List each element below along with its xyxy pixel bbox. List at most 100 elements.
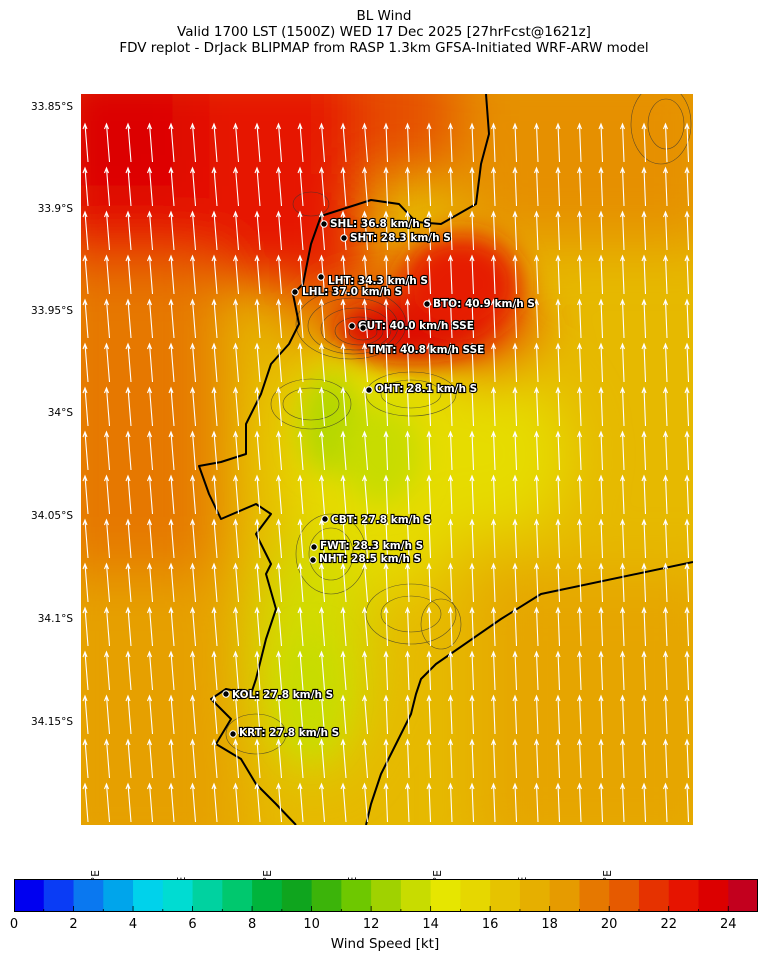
wind-arrow: [146, 518, 154, 559]
wind-arrow: [211, 694, 218, 735]
wind-arrow: [447, 430, 454, 471]
wind-arrow: [103, 694, 111, 735]
wind-arrow: [232, 298, 240, 339]
wind-arrow: [469, 518, 475, 559]
wind-arrow: [189, 210, 197, 251]
wind-arrow: [232, 254, 240, 295]
wind-arrow: [512, 210, 518, 251]
wind-arrow: [426, 562, 432, 603]
wind-arrow: [447, 562, 454, 603]
wind-arrow: [189, 430, 197, 471]
wind-arrow: [684, 298, 690, 339]
wind-arrow: [662, 562, 669, 603]
wind-arrow: [447, 782, 454, 823]
wind-arrow: [662, 738, 669, 779]
wind-arrow: [146, 386, 154, 427]
station-label-krt: KRT: 27.8 km/h S: [239, 727, 339, 739]
station-label-sht: SHT: 28.3 km/h S: [350, 232, 451, 244]
wind-arrow: [125, 342, 132, 383]
wind-arrow: [361, 474, 369, 515]
wind-arrow: [340, 782, 347, 823]
wind-arrow: [576, 650, 583, 691]
wind-arrow: [146, 298, 154, 339]
wind-arrow: [533, 122, 540, 163]
wind-arrow: [211, 166, 218, 207]
wind-arrow: [490, 298, 497, 339]
station-dot-shl: [320, 220, 328, 228]
wind-arrow: [232, 474, 240, 515]
wind-arrow: [598, 298, 604, 339]
wind-arrow: [318, 562, 326, 603]
wind-arrow: [297, 518, 304, 559]
wind-arrow: [103, 738, 111, 779]
wind-arrow: [146, 166, 154, 207]
wind-arrow: [641, 122, 647, 163]
wind-arrow: [103, 606, 111, 647]
station-label-bto: BTO: 40.9 km/h S: [433, 298, 535, 310]
wind-arrow: [211, 562, 218, 603]
wind-arrow: [254, 518, 261, 559]
colorbar-segment: [460, 879, 491, 912]
wind-arrow: [576, 738, 583, 779]
wind-arrow: [555, 342, 561, 383]
wind-arrow: [297, 210, 304, 251]
wind-arrow: [340, 210, 347, 251]
wind-arrow: [490, 210, 497, 251]
wind-arrow: [426, 386, 432, 427]
latitude-label: 34°S: [47, 407, 73, 419]
colorbar-tick-label: 2: [69, 917, 78, 932]
wind-arrow: [189, 386, 197, 427]
wind-arrow: [275, 562, 283, 603]
wind-arrow: [82, 650, 89, 691]
wind-arrow: [232, 782, 240, 823]
wind-arrow: [275, 474, 283, 515]
wind-arrow: [447, 694, 454, 735]
colorbar-segment: [430, 879, 461, 912]
wind-arrow: [361, 430, 369, 471]
wind-arrow: [490, 782, 497, 823]
wind-arrow: [232, 122, 240, 163]
wind-arrow: [254, 430, 261, 471]
colorbar-segment: [192, 879, 223, 912]
colorbar-segment: [579, 879, 610, 912]
wind-arrow: [555, 562, 561, 603]
wind-arrow: [232, 386, 240, 427]
wind-arrow: [512, 650, 518, 691]
wind-arrow: [533, 606, 540, 647]
colorbar-tick-label: 20: [600, 917, 618, 932]
colorbar-segment: [400, 879, 432, 912]
wind-arrow: [598, 122, 604, 163]
wind-arrow: [318, 474, 326, 515]
wind-arrow: [684, 694, 690, 735]
wind-arrow: [533, 650, 540, 691]
wind-arrow: [426, 694, 432, 735]
wind-arrow: [146, 738, 154, 779]
wind-arrow: [619, 430, 626, 471]
colorbar-segment: [73, 879, 104, 912]
wind-arrow: [146, 782, 154, 823]
wind-arrow: [211, 254, 218, 295]
latitude-label: 34.15°S: [31, 716, 73, 728]
latitude-label: 33.95°S: [31, 305, 73, 317]
wind-arrow: [426, 166, 432, 207]
wind-arrow: [275, 650, 283, 691]
wind-arrow: [598, 782, 604, 823]
wind-arrow: [619, 210, 626, 251]
wind-arrow: [555, 650, 561, 691]
wind-arrow: [82, 606, 89, 647]
wind-arrow: [512, 298, 518, 339]
wind-arrow: [447, 738, 454, 779]
wind-arrow: [82, 738, 89, 779]
colorbar-label: Wind Speed [kt]: [330, 936, 440, 952]
wind-arrow: [361, 738, 369, 779]
colorbar-border: [14, 879, 758, 912]
wind-arrow: [103, 650, 111, 691]
title-line-2: Valid 1700 LST (1500Z) WED 17 Dec 2025 […: [177, 24, 591, 40]
wind-arrow: [168, 562, 175, 603]
wind-arrow: [598, 166, 604, 207]
station-label-lhl: LHL: 37.0 km/h S: [302, 286, 402, 298]
wind-arrow: [340, 166, 347, 207]
wind-arrow: [361, 650, 369, 691]
wind-arrow: [318, 386, 326, 427]
colorbar-segment: [519, 879, 551, 912]
